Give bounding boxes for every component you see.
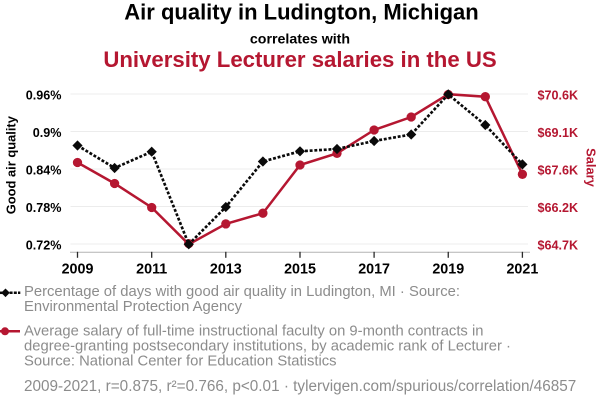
svg-text:Air quality in Ludington, Mich: Air quality in Ludington, Michigan: [124, 0, 478, 25]
svg-text:2019: 2019: [432, 261, 464, 277]
svg-text:0.78%: 0.78%: [26, 201, 62, 215]
svg-text:2013: 2013: [210, 261, 242, 277]
svg-text:Source: National Center for Ed: Source: National Center for Education St…: [24, 354, 337, 370]
svg-text:Percentage of days with good a: Percentage of days with good air quality…: [24, 284, 460, 300]
svg-text:2017: 2017: [358, 261, 390, 277]
svg-text:2009-2021, r=0.875, r²=0.766,: 2009-2021, r=0.875, r²=0.766, p<0.01 · t…: [24, 378, 576, 395]
svg-text:2021: 2021: [506, 261, 538, 277]
svg-text:$70.6K: $70.6K: [538, 89, 579, 103]
svg-text:Salary: Salary: [583, 148, 598, 188]
svg-text:0.96%: 0.96%: [26, 89, 62, 103]
svg-text:Environmental Protection Agenc: Environmental Protection Agency: [24, 299, 243, 315]
svg-text:0.72%: 0.72%: [26, 239, 62, 253]
svg-text:2011: 2011: [136, 261, 167, 277]
svg-text:0.9%: 0.9%: [33, 126, 62, 140]
svg-text:2009: 2009: [62, 261, 94, 277]
svg-text:$66.2K: $66.2K: [538, 201, 579, 215]
svg-text:correlates with: correlates with: [250, 32, 350, 48]
svg-text:Average salary of full-time in: Average salary of full-time instructiona…: [24, 323, 483, 339]
svg-text:$67.6K: $67.6K: [538, 164, 579, 178]
svg-text:0.84%: 0.84%: [26, 164, 62, 178]
svg-text:$64.7K: $64.7K: [538, 239, 579, 253]
svg-text:Good air quality: Good air quality: [3, 115, 18, 214]
svg-text:degree-granting postsecondary: degree-granting postsecondary institutio…: [24, 339, 511, 355]
svg-text:$69.1K: $69.1K: [538, 126, 579, 140]
svg-text:2015: 2015: [284, 261, 316, 277]
svg-text:University Lecturer salaries i: University Lecturer salaries in the US: [103, 47, 496, 72]
